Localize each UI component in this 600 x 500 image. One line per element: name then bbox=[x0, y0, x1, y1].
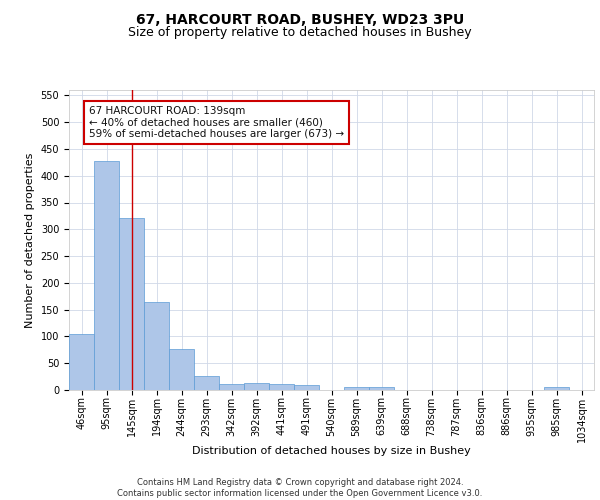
Bar bbox=[294, 385, 319, 390]
Text: 67, HARCOURT ROAD, BUSHEY, WD23 3PU: 67, HARCOURT ROAD, BUSHEY, WD23 3PU bbox=[136, 12, 464, 26]
Text: Contains HM Land Registry data © Crown copyright and database right 2024.
Contai: Contains HM Land Registry data © Crown c… bbox=[118, 478, 482, 498]
Bar bbox=[544, 388, 569, 390]
Bar bbox=[369, 388, 394, 390]
Bar bbox=[119, 218, 144, 390]
Bar bbox=[269, 384, 294, 390]
X-axis label: Distribution of detached houses by size in Bushey: Distribution of detached houses by size … bbox=[192, 446, 471, 456]
Bar bbox=[94, 160, 119, 390]
Bar bbox=[169, 350, 194, 390]
Text: 67 HARCOURT ROAD: 139sqm
← 40% of detached houses are smaller (460)
59% of semi-: 67 HARCOURT ROAD: 139sqm ← 40% of detach… bbox=[89, 106, 344, 140]
Bar bbox=[244, 382, 269, 390]
Bar bbox=[194, 376, 219, 390]
Text: Size of property relative to detached houses in Bushey: Size of property relative to detached ho… bbox=[128, 26, 472, 39]
Bar bbox=[69, 334, 94, 390]
Bar bbox=[144, 302, 169, 390]
Bar bbox=[344, 387, 369, 390]
Y-axis label: Number of detached properties: Number of detached properties bbox=[25, 152, 35, 328]
Bar bbox=[219, 384, 244, 390]
